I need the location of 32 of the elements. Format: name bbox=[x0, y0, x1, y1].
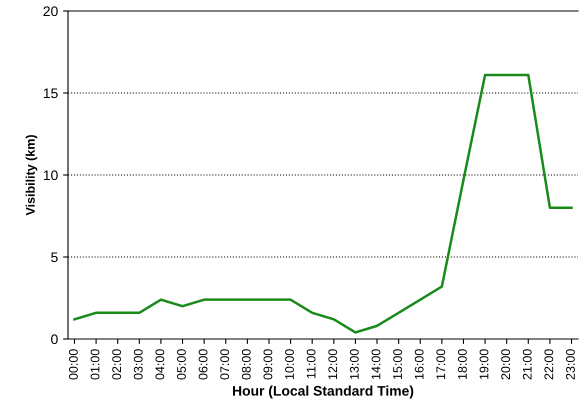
x-tick-label: 00:00 bbox=[68, 349, 78, 380]
y-tick-label: 0 bbox=[51, 334, 58, 344]
x-tick-label: 14:00 bbox=[372, 349, 380, 380]
x-tick-label: 05:00 bbox=[177, 349, 186, 380]
x-tick-label: 10:00 bbox=[285, 349, 294, 380]
x-tick-label: 20:00 bbox=[501, 349, 510, 380]
y-tick-label: 15 bbox=[44, 88, 58, 98]
x-tick-label: 16:00 bbox=[414, 349, 424, 380]
x-tick-label: 07:00 bbox=[220, 349, 230, 380]
x-tick-label: 02:00 bbox=[112, 349, 122, 380]
x-tick-label: 17:00 bbox=[436, 349, 446, 380]
x-tick-label: 23:00 bbox=[566, 349, 575, 380]
x-tick-label: 11:00 bbox=[306, 349, 316, 378]
x-tick-label: 06:00 bbox=[198, 349, 208, 380]
x-axis-title: Hour (Local Standard Time) bbox=[233, 386, 414, 398]
x-tick-label: 03:00 bbox=[134, 349, 143, 380]
x-tick-label: 15:00 bbox=[393, 349, 402, 380]
line-series bbox=[73, 74, 573, 334]
y-tick-label: 5 bbox=[51, 252, 58, 262]
x-tick-label: 19:00 bbox=[480, 349, 488, 380]
x-tick-label: 12:00 bbox=[328, 349, 338, 380]
x-tick-label: 13:00 bbox=[350, 349, 359, 380]
y-tick-label: 20 bbox=[44, 6, 58, 16]
y-axis-title: Visibility (km) bbox=[26, 135, 38, 216]
x-tick-label: 09:00 bbox=[263, 349, 272, 380]
x-tick-label: 01:00 bbox=[90, 349, 100, 380]
y-tick-label: 10 bbox=[44, 170, 58, 180]
x-tick-label: 08:00 bbox=[242, 349, 251, 380]
x-tick-label: 18:00 bbox=[458, 349, 467, 380]
x-tick-label: 22:00 bbox=[544, 349, 554, 380]
x-tick-label: 21:00 bbox=[522, 349, 532, 380]
x-tick-label: 04:00 bbox=[155, 349, 164, 380]
